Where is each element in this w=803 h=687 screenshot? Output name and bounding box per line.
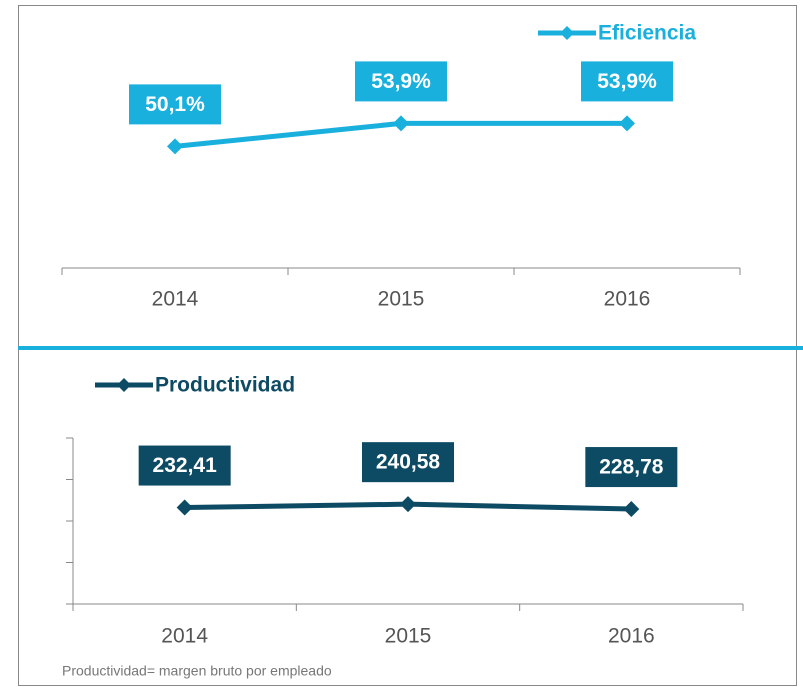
point bbox=[400, 496, 416, 513]
point bbox=[176, 499, 193, 516]
legend-marker bbox=[117, 378, 131, 392]
value-label: 53,9% bbox=[597, 70, 657, 93]
legend-label: Eficiencia bbox=[598, 22, 696, 45]
x-tick-label: 2014 bbox=[161, 625, 208, 648]
legend-marker bbox=[560, 26, 574, 40]
point bbox=[619, 115, 635, 132]
value-label-box bbox=[129, 84, 221, 125]
legend-label: Productividad bbox=[155, 374, 295, 397]
value-label-box bbox=[138, 445, 231, 486]
value-label: 232,41 bbox=[153, 454, 218, 477]
x-tick-label: 2016 bbox=[608, 625, 655, 648]
value-label: 240,58 bbox=[376, 451, 441, 474]
value-label-box bbox=[581, 61, 673, 102]
frame bbox=[18, 5, 797, 686]
x-tick-label: 2016 bbox=[604, 288, 651, 311]
value-label-box bbox=[362, 442, 454, 483]
footnote: Productividad= margen bruto por empleado bbox=[62, 663, 332, 679]
point bbox=[167, 138, 183, 155]
x-tick-label: 2015 bbox=[378, 288, 425, 311]
x-tick-label: 2015 bbox=[385, 625, 432, 648]
x-tick-label: 2014 bbox=[152, 288, 199, 311]
value-label-box bbox=[585, 447, 678, 488]
value-label-box bbox=[355, 61, 447, 102]
value-label: 50,1% bbox=[145, 93, 205, 116]
point bbox=[393, 115, 409, 132]
value-label: 53,9% bbox=[371, 70, 431, 93]
value-label: 228,78 bbox=[599, 456, 664, 479]
point bbox=[623, 501, 640, 518]
